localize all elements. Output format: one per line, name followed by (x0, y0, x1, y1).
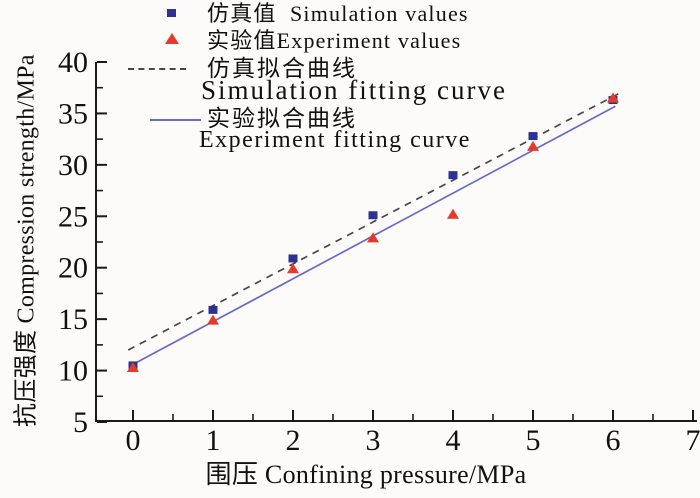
experiment-point (127, 361, 139, 372)
simulation-point (208, 305, 218, 314)
experiment-point (447, 208, 459, 219)
simulation-point (288, 254, 298, 263)
y-tick-label: 25 (58, 200, 88, 233)
y-tick-label: 30 (58, 149, 88, 182)
y-tick-label: 35 (58, 97, 88, 130)
legend-experiment-fit-label-en: Experiment fitting curve (199, 127, 471, 153)
y-tick-label: 10 (58, 355, 88, 388)
experiment-point (287, 263, 299, 274)
legend-experiment-marker-icon (165, 33, 179, 44)
legend-experiment-fit-label-cn: 实验拟合曲线 (207, 106, 357, 131)
legend-simulation-values-label: 仿真值 Simulation values (207, 1, 469, 26)
legend-solid-line-icon (150, 119, 201, 121)
x-tick-label: 3 (366, 424, 381, 457)
axes-spines (95, 62, 697, 422)
x-axis-title: 围压 Confining pressure/MPa (205, 460, 527, 489)
legend-dashed-line-icon (128, 68, 186, 70)
x-tick-label: 2 (286, 424, 301, 457)
legend-simulation-marker-icon (167, 9, 176, 17)
x-tick-label: 7 (686, 424, 700, 457)
experiment-point (207, 314, 219, 325)
y-tick-label: 15 (58, 303, 88, 336)
experiment-point (527, 140, 539, 151)
y-tick-label: 40 (58, 46, 88, 79)
y-axis-title: 抗压强度 Compression strength/MPa (13, 54, 40, 427)
x-tick-label: 0 (126, 424, 141, 457)
simulation-point (448, 171, 458, 180)
simulation-point (528, 132, 538, 141)
simulation-point (368, 211, 378, 220)
legend-simulation-fit-label-cn: 仿真拟合曲线 (207, 56, 357, 81)
experiment-point (367, 232, 379, 243)
x-tick-label: 6 (606, 424, 621, 457)
legend-simulation-fit-label-en: Simulation fitting curve (201, 75, 507, 105)
x-tick-label: 5 (526, 424, 541, 457)
experiment-point (607, 92, 619, 103)
x-tick-label: 4 (446, 424, 461, 457)
y-tick-label: 5 (73, 406, 88, 439)
legend-experiment-values-label: 实验值Experiment values (207, 28, 462, 53)
y-tick-label: 20 (58, 252, 88, 285)
x-tick-label: 1 (206, 424, 221, 457)
